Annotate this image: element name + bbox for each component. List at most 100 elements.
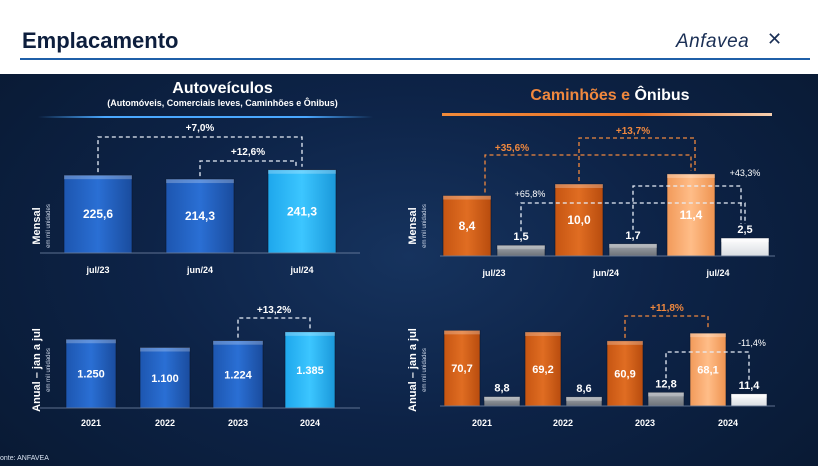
caminhoes-title-part: Caminhões e xyxy=(530,87,631,104)
bar-auto-anual-2-highlight xyxy=(213,340,263,345)
label-cam-anual-onibus-0: 8,8 xyxy=(494,383,509,395)
tick-cam-mensal-0: jul/23 xyxy=(481,268,505,278)
bar-cam-anual-caminhoes-0-highlight xyxy=(444,330,480,335)
annot-auto-mensal-b: +12,6% xyxy=(231,147,265,158)
page-title: Emplacamento xyxy=(22,28,179,53)
auto-mensal-row-label: Mensal xyxy=(31,207,43,244)
label-cam-mensal-onibus-2: 2,5 xyxy=(737,224,752,236)
bar-auto-mensal-0 xyxy=(63,174,133,254)
bar-auto-anual-3 xyxy=(284,331,336,409)
bracket-auto-mensal-b xyxy=(199,160,297,177)
tick-auto-anual-2: 2023 xyxy=(228,418,248,428)
bar-cam-anual-onibus-2-highlight xyxy=(648,392,684,397)
bar-cam-anual-onibus-1-highlight xyxy=(566,396,602,401)
bar-cam-anual-caminhoes-2-highlight xyxy=(607,340,643,345)
bar-cam-mensal-caminhoes-2-highlight xyxy=(667,173,715,178)
bracket-cam-mensal-d xyxy=(632,185,742,230)
anfavea-logo-icon: ✕ xyxy=(767,29,783,49)
tick-cam-anual-1: 2022 xyxy=(553,418,573,428)
bracket-cam-mensal-b xyxy=(578,137,696,181)
label-cam-mensal-onibus-0: 1,5 xyxy=(513,231,528,243)
autoveiculos-rule xyxy=(38,116,373,118)
cam-anual-row-unit: em mil unidades xyxy=(422,348,428,392)
bar-cam-anual-caminhoes-1-highlight xyxy=(525,331,561,336)
tick-auto-mensal-0: jul/23 xyxy=(85,265,109,275)
label-auto-anual-0: 1.250 xyxy=(77,369,105,381)
tick-cam-anual-3: 2024 xyxy=(718,418,738,428)
tick-cam-anual-2: 2023 xyxy=(635,418,655,428)
header-bar: Emplacamento Anfavea ✕ xyxy=(0,0,818,74)
caminhoes-rule xyxy=(442,113,772,116)
label-cam-mensal-caminhoes-0: 8,4 xyxy=(459,219,476,233)
annot-cam-anual-a: +11,8% xyxy=(650,303,684,314)
bar-cam-anual-onibus-0-highlight xyxy=(484,396,520,401)
cam-mensal-row-unit: em mil unidades xyxy=(422,204,428,248)
tick-auto-mensal-1: jun/24 xyxy=(186,265,213,275)
header-rule xyxy=(20,58,810,60)
autoveiculos-title: Autoveículos xyxy=(172,80,273,97)
cam-mensal-row-label: Mensal xyxy=(407,207,419,244)
annot-cam-mensal-a: +35,6% xyxy=(495,143,529,154)
annot-auto-anual: +13,2% xyxy=(257,305,291,316)
bar-cam-mensal-caminhoes-0 xyxy=(442,195,492,257)
auto-mensal-row-unit: em mil unidades xyxy=(46,204,52,248)
cam-anual-row-label: Anual – jan a jul xyxy=(407,328,419,412)
bar-auto-mensal-1-highlight xyxy=(166,179,234,184)
bar-auto-anual-0 xyxy=(65,338,117,409)
label-auto-mensal-0: 225,6 xyxy=(83,207,113,221)
label-auto-anual-1: 1.100 xyxy=(151,373,179,385)
bracket-cam-anual-a xyxy=(624,315,709,338)
annot-cam-anual-b: -11,4% xyxy=(738,338,766,348)
label-auto-anual-3: 1.385 xyxy=(296,365,324,377)
tick-auto-anual-0: 2021 xyxy=(81,418,101,428)
annot-cam-mensal-d: +43,3% xyxy=(730,168,761,178)
annot-cam-mensal-b: +13,7% xyxy=(616,126,650,137)
tick-cam-mensal-1: jun/24 xyxy=(592,268,619,278)
label-cam-anual-onibus-1: 8,6 xyxy=(576,383,591,395)
bar-auto-anual-1-highlight xyxy=(140,347,190,352)
bar-cam-anual-caminhoes-1 xyxy=(524,331,562,407)
bar-cam-anual-onibus-3-highlight xyxy=(731,393,767,398)
label-cam-anual-caminhoes-3: 68,1 xyxy=(697,365,718,377)
label-cam-anual-caminhoes-0: 70,7 xyxy=(451,363,472,375)
auto-anual-row-unit: em mil unidades xyxy=(46,348,52,392)
bar-cam-mensal-onibus-0-highlight xyxy=(497,245,545,250)
label-cam-anual-onibus-3: 11,4 xyxy=(739,380,761,392)
annot-cam-mensal-c: +65,8% xyxy=(515,189,546,199)
annot-auto-mensal-a: +7,0% xyxy=(186,123,215,134)
bar-auto-anual-3-highlight xyxy=(285,331,335,336)
label-auto-anual-2: 1.224 xyxy=(224,369,252,381)
bracket-cam-mensal-c xyxy=(520,202,746,232)
bar-cam-anual-caminhoes-3-highlight xyxy=(690,333,726,338)
bar-cam-mensal-onibus-1-highlight xyxy=(609,243,657,248)
caminhoes-onibus-title: Caminhões e Ônibus xyxy=(445,87,775,105)
label-cam-anual-caminhoes-2: 60,9 xyxy=(614,368,635,380)
bar-cam-anual-caminhoes-0 xyxy=(443,330,481,407)
tick-auto-anual-3: 2024 xyxy=(300,418,320,428)
bracket-auto-anual xyxy=(237,317,311,338)
bar-auto-mensal-1 xyxy=(165,178,235,254)
label-auto-mensal-2: 241,3 xyxy=(287,204,317,218)
label-cam-mensal-caminhoes-1: 10,0 xyxy=(567,213,591,227)
label-auto-mensal-1: 214,3 xyxy=(185,209,215,223)
bar-cam-mensal-caminhoes-1-highlight xyxy=(555,184,603,188)
label-cam-anual-caminhoes-1: 69,2 xyxy=(532,364,553,376)
onibus-title-part: Ônibus xyxy=(634,87,690,104)
tick-cam-mensal-2: jul/24 xyxy=(705,268,729,278)
label-cam-mensal-caminhoes-2: 11,4 xyxy=(680,208,703,222)
bar-cam-mensal-caminhoes-1 xyxy=(554,183,604,257)
bar-auto-mensal-2-highlight xyxy=(268,169,336,174)
bar-auto-anual-2 xyxy=(212,340,264,409)
bar-cam-mensal-caminhoes-0-highlight xyxy=(443,195,491,200)
label-cam-mensal-onibus-1: 1,7 xyxy=(625,230,640,242)
auto-anual-row-label: Anual – jan a jul xyxy=(31,328,43,412)
bar-auto-mensal-0-highlight xyxy=(64,175,132,180)
tick-auto-mensal-2: jul/24 xyxy=(289,265,313,275)
bar-auto-anual-1 xyxy=(139,347,191,409)
bar-auto-mensal-2 xyxy=(267,169,337,254)
tick-cam-anual-0: 2021 xyxy=(472,418,492,428)
bracket-auto-mensal-a xyxy=(97,136,303,173)
tick-auto-anual-1: 2022 xyxy=(155,418,175,428)
